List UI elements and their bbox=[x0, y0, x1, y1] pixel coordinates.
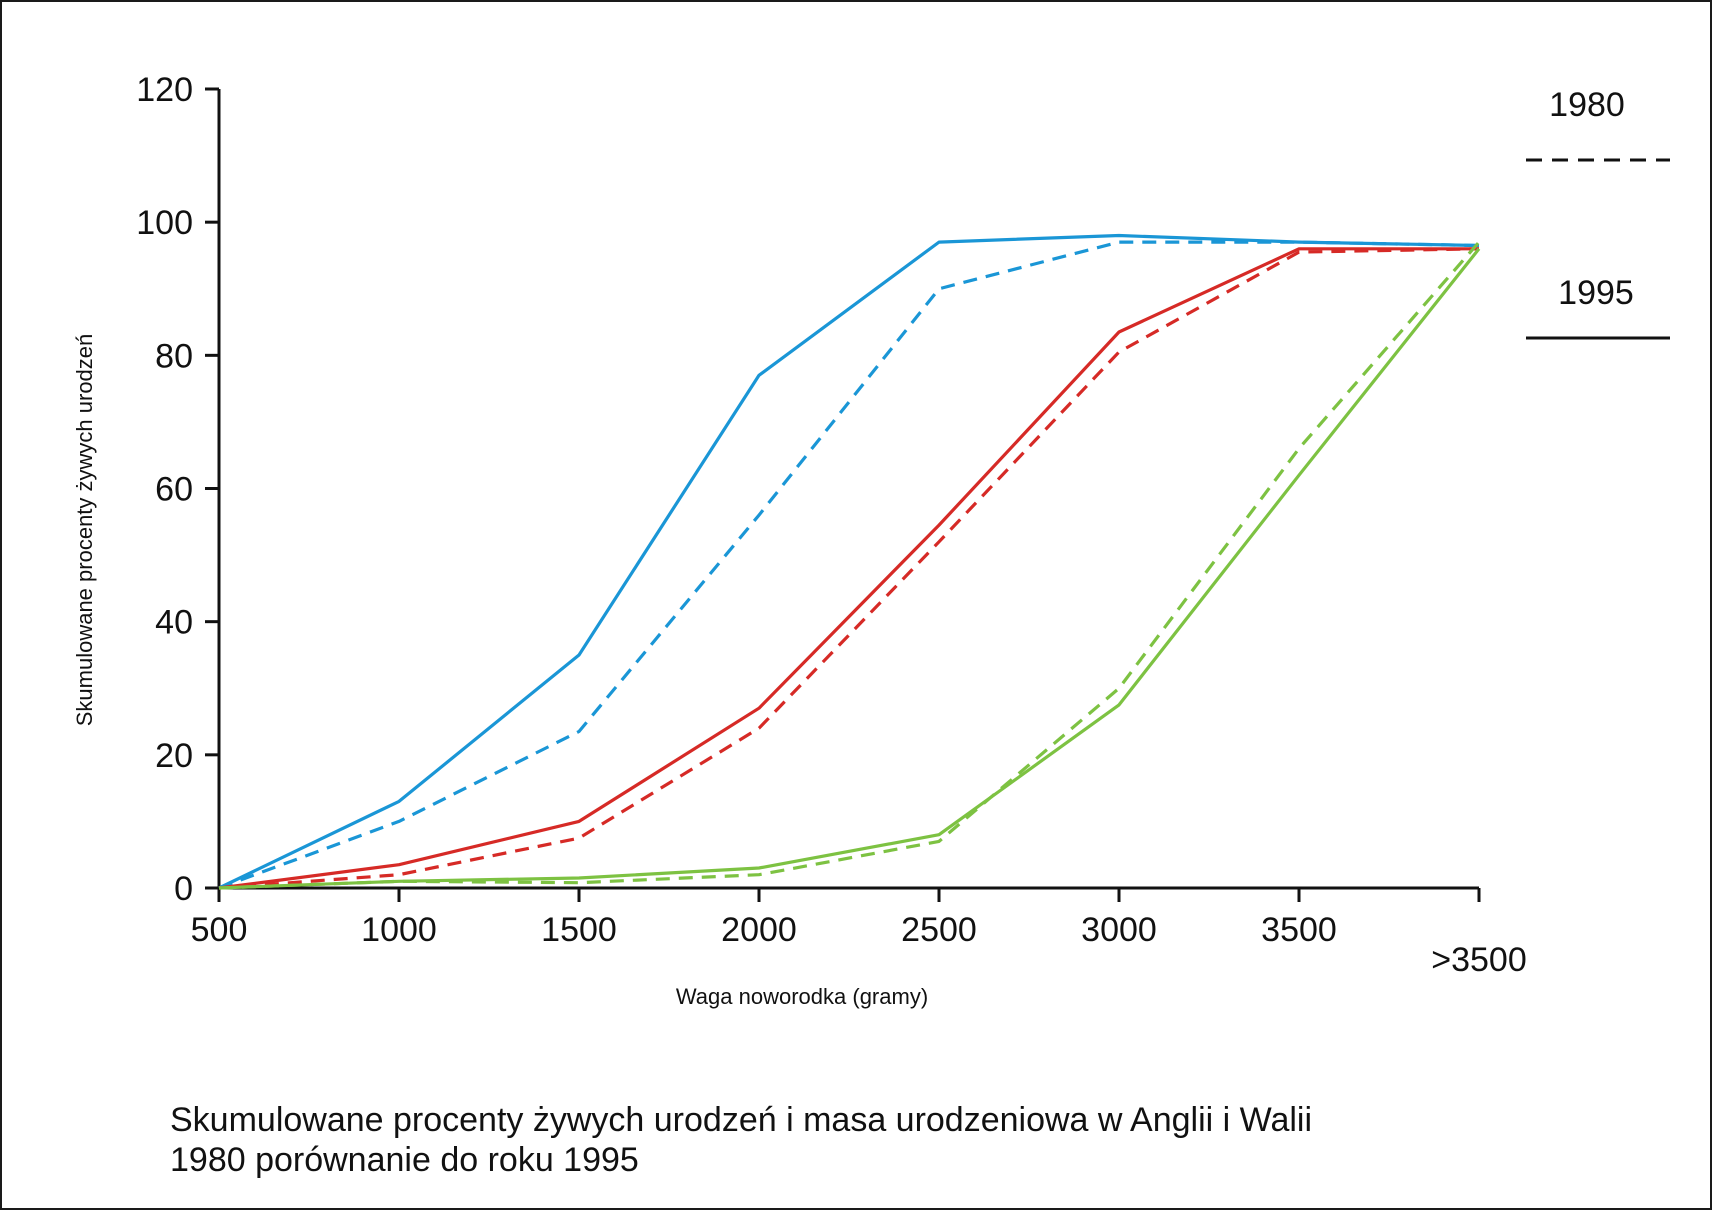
series-line-1980-dashed-1 bbox=[218, 240, 1480, 890]
figure-caption: Skumulowane procenty żywych urodzeń i ma… bbox=[170, 1100, 1570, 1180]
legend: 1980 1995 bbox=[1526, 86, 1670, 340]
series-line-1995-solid-2 bbox=[218, 247, 1479, 890]
y-tick-label: 60 bbox=[155, 471, 193, 509]
x-tick-label: 2000 bbox=[721, 911, 797, 949]
series-line-1995-solid-0 bbox=[218, 233, 1480, 890]
legend-label-1995: 1995 bbox=[1558, 274, 1634, 312]
x-tick-label: 3500 bbox=[1261, 911, 1337, 949]
caption-line-1: Skumulowane procenty żywych urodzeń i ma… bbox=[170, 1101, 1313, 1139]
y-tick-label: 120 bbox=[136, 71, 193, 109]
y-tick-label: 100 bbox=[136, 204, 193, 242]
axes: 0 20 40 60 80 100 120 500 1000 1500 2000 2500 3000 35… bbox=[136, 71, 1526, 979]
x-tick-label: 1500 bbox=[541, 911, 617, 949]
series-line-1980-dashed-3 bbox=[218, 247, 1480, 890]
y-tick-label: 80 bbox=[155, 337, 193, 375]
x-tick-label: 3000 bbox=[1081, 911, 1157, 949]
caption-line-2: 1980 porównanie do roku 1995 bbox=[170, 1141, 639, 1179]
line-chart: 0 20 40 60 80 100 120 500 1000 1500 2000 2500 3000 35… bbox=[72, 71, 1670, 1009]
x-tick-label: >3500 bbox=[1431, 941, 1527, 979]
x-tick-label: 500 bbox=[191, 911, 248, 949]
series-layer bbox=[218, 233, 1481, 890]
y-tick-label: 20 bbox=[155, 737, 193, 775]
y-tick-label: 40 bbox=[155, 604, 193, 642]
y-axis-title: Skumulowane procenty żywych urodzeń bbox=[72, 334, 97, 727]
x-axis-title: Waga noworodka (gramy) bbox=[676, 984, 928, 1009]
y-tick-label: 0 bbox=[174, 870, 193, 908]
series-line-1980-dashed-5 bbox=[218, 241, 1481, 890]
x-tick-label: 2500 bbox=[901, 911, 977, 949]
legend-label-1980: 1980 bbox=[1549, 86, 1625, 124]
x-tick-label: 1000 bbox=[361, 911, 437, 949]
